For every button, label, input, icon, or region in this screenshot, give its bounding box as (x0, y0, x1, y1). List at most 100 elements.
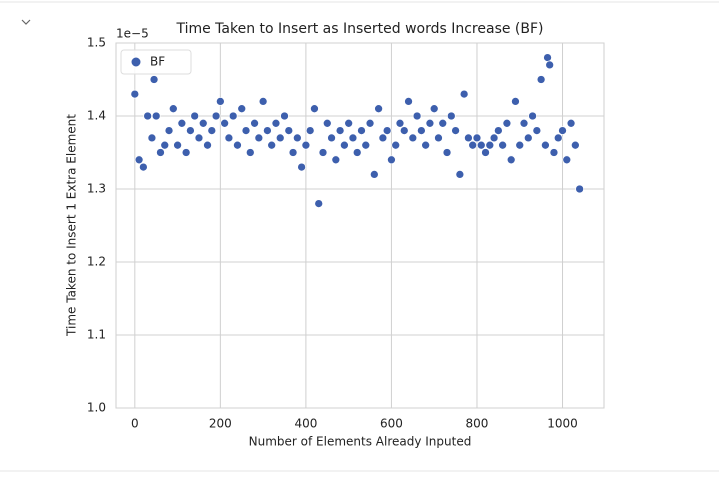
scatter-point (168, 104, 178, 114)
scatter-point (194, 133, 204, 143)
legend-box (120, 49, 192, 75)
scatter-point (549, 148, 559, 157)
legend-label: BF (150, 55, 165, 69)
scatter-point (566, 118, 576, 128)
scatter-point (250, 118, 259, 128)
y-tick-label: 1.3 (87, 182, 106, 196)
scatter-point (541, 140, 550, 150)
scatter-point (233, 140, 242, 150)
scatter-point (207, 126, 217, 135)
x-tick-label: 600 (380, 417, 403, 431)
scatter-point (143, 111, 152, 121)
scatter-point (476, 140, 486, 150)
scatter-point (459, 89, 469, 99)
scatter-point (139, 162, 148, 172)
scatter-point (558, 126, 567, 135)
x-axis-label: Number of Elements Already Inputed (249, 435, 472, 449)
scatter-point (151, 111, 161, 121)
scatter-point (543, 53, 552, 62)
scatter-point (237, 104, 247, 114)
x-tick-label: 200 (209, 417, 232, 431)
scatter-point (211, 111, 221, 121)
scatter-point (335, 126, 345, 135)
scatter-point (198, 118, 208, 128)
y-offset-label: 1e−5 (116, 27, 149, 41)
scatter-point (134, 155, 144, 165)
scatter-point (258, 97, 268, 106)
scatter-point (515, 140, 525, 150)
scatter-point (481, 148, 490, 157)
scatter-point (254, 133, 264, 143)
scatter-point (314, 199, 324, 208)
scatter-point (562, 155, 572, 165)
scatter-point (446, 111, 456, 121)
scatter-point (352, 148, 362, 157)
x-tick-label: 1000 (547, 417, 578, 431)
scatter-point (331, 155, 341, 165)
scatter-point (519, 118, 529, 128)
scatter-point (147, 133, 157, 143)
scatter-point (301, 140, 311, 150)
scatter-point (263, 126, 272, 135)
scatter-point (160, 140, 170, 150)
scatter-point (442, 148, 452, 157)
y-tick-label: 1.1 (87, 328, 106, 342)
scatter-point (506, 155, 516, 165)
scatter-point (156, 148, 165, 157)
y-tick-label: 1.5 (87, 36, 106, 50)
scatter-point (318, 148, 328, 157)
scatter-point (190, 111, 200, 121)
scatter-point (284, 126, 294, 135)
scatter-point (305, 126, 315, 135)
scatter-point (374, 104, 383, 114)
scatter-point (511, 97, 520, 106)
x-tick-label: 400 (294, 417, 317, 431)
scatter-point (404, 97, 413, 106)
chart-title: Time Taken to Insert as Inserted words I… (175, 21, 543, 37)
scatter-point (472, 133, 482, 143)
scatter-point (451, 126, 460, 135)
scatter-point (216, 97, 225, 106)
x-tick-label: 0 (131, 417, 139, 431)
scatter-point (425, 118, 435, 128)
scatter-point (241, 126, 251, 135)
scatter-point (429, 104, 439, 114)
scatter-point (412, 111, 422, 121)
scatter-point (224, 133, 234, 143)
scatter-point (417, 126, 426, 135)
scatter-point (310, 104, 319, 114)
scatter-point (271, 118, 281, 128)
scatter-point (186, 126, 195, 135)
y-tick-label: 1.4 (87, 109, 106, 123)
collapse-chevron[interactable] (21, 19, 31, 25)
scatter-point (382, 126, 392, 135)
scatter-point (348, 133, 358, 143)
scatter-point (149, 75, 159, 84)
scatter-point (357, 126, 366, 135)
scatter-point (399, 126, 409, 135)
scatter-point (553, 133, 563, 143)
scatter-point (523, 133, 533, 143)
scatter-point (164, 126, 174, 135)
scatter-point (245, 148, 255, 157)
scatter-point (575, 184, 584, 194)
scatter-point (485, 140, 495, 150)
scatter-point (378, 133, 388, 143)
scatter-point (340, 140, 349, 150)
scatter-point (365, 118, 375, 128)
scatter-point (391, 140, 401, 150)
scatter-point (130, 89, 140, 99)
scatter-point (173, 140, 182, 150)
scatter-point (498, 140, 507, 150)
scatter-point (532, 126, 542, 135)
scatter-point (545, 60, 555, 70)
scatter-point (369, 170, 379, 179)
scatter-point (438, 118, 448, 128)
scatter-point (275, 133, 285, 143)
scatter-point (489, 133, 499, 143)
scatter-point (322, 118, 332, 128)
scatter-point (494, 126, 503, 135)
scatter-point (395, 118, 405, 128)
legend-marker (130, 56, 142, 68)
scatter-point (464, 133, 473, 143)
